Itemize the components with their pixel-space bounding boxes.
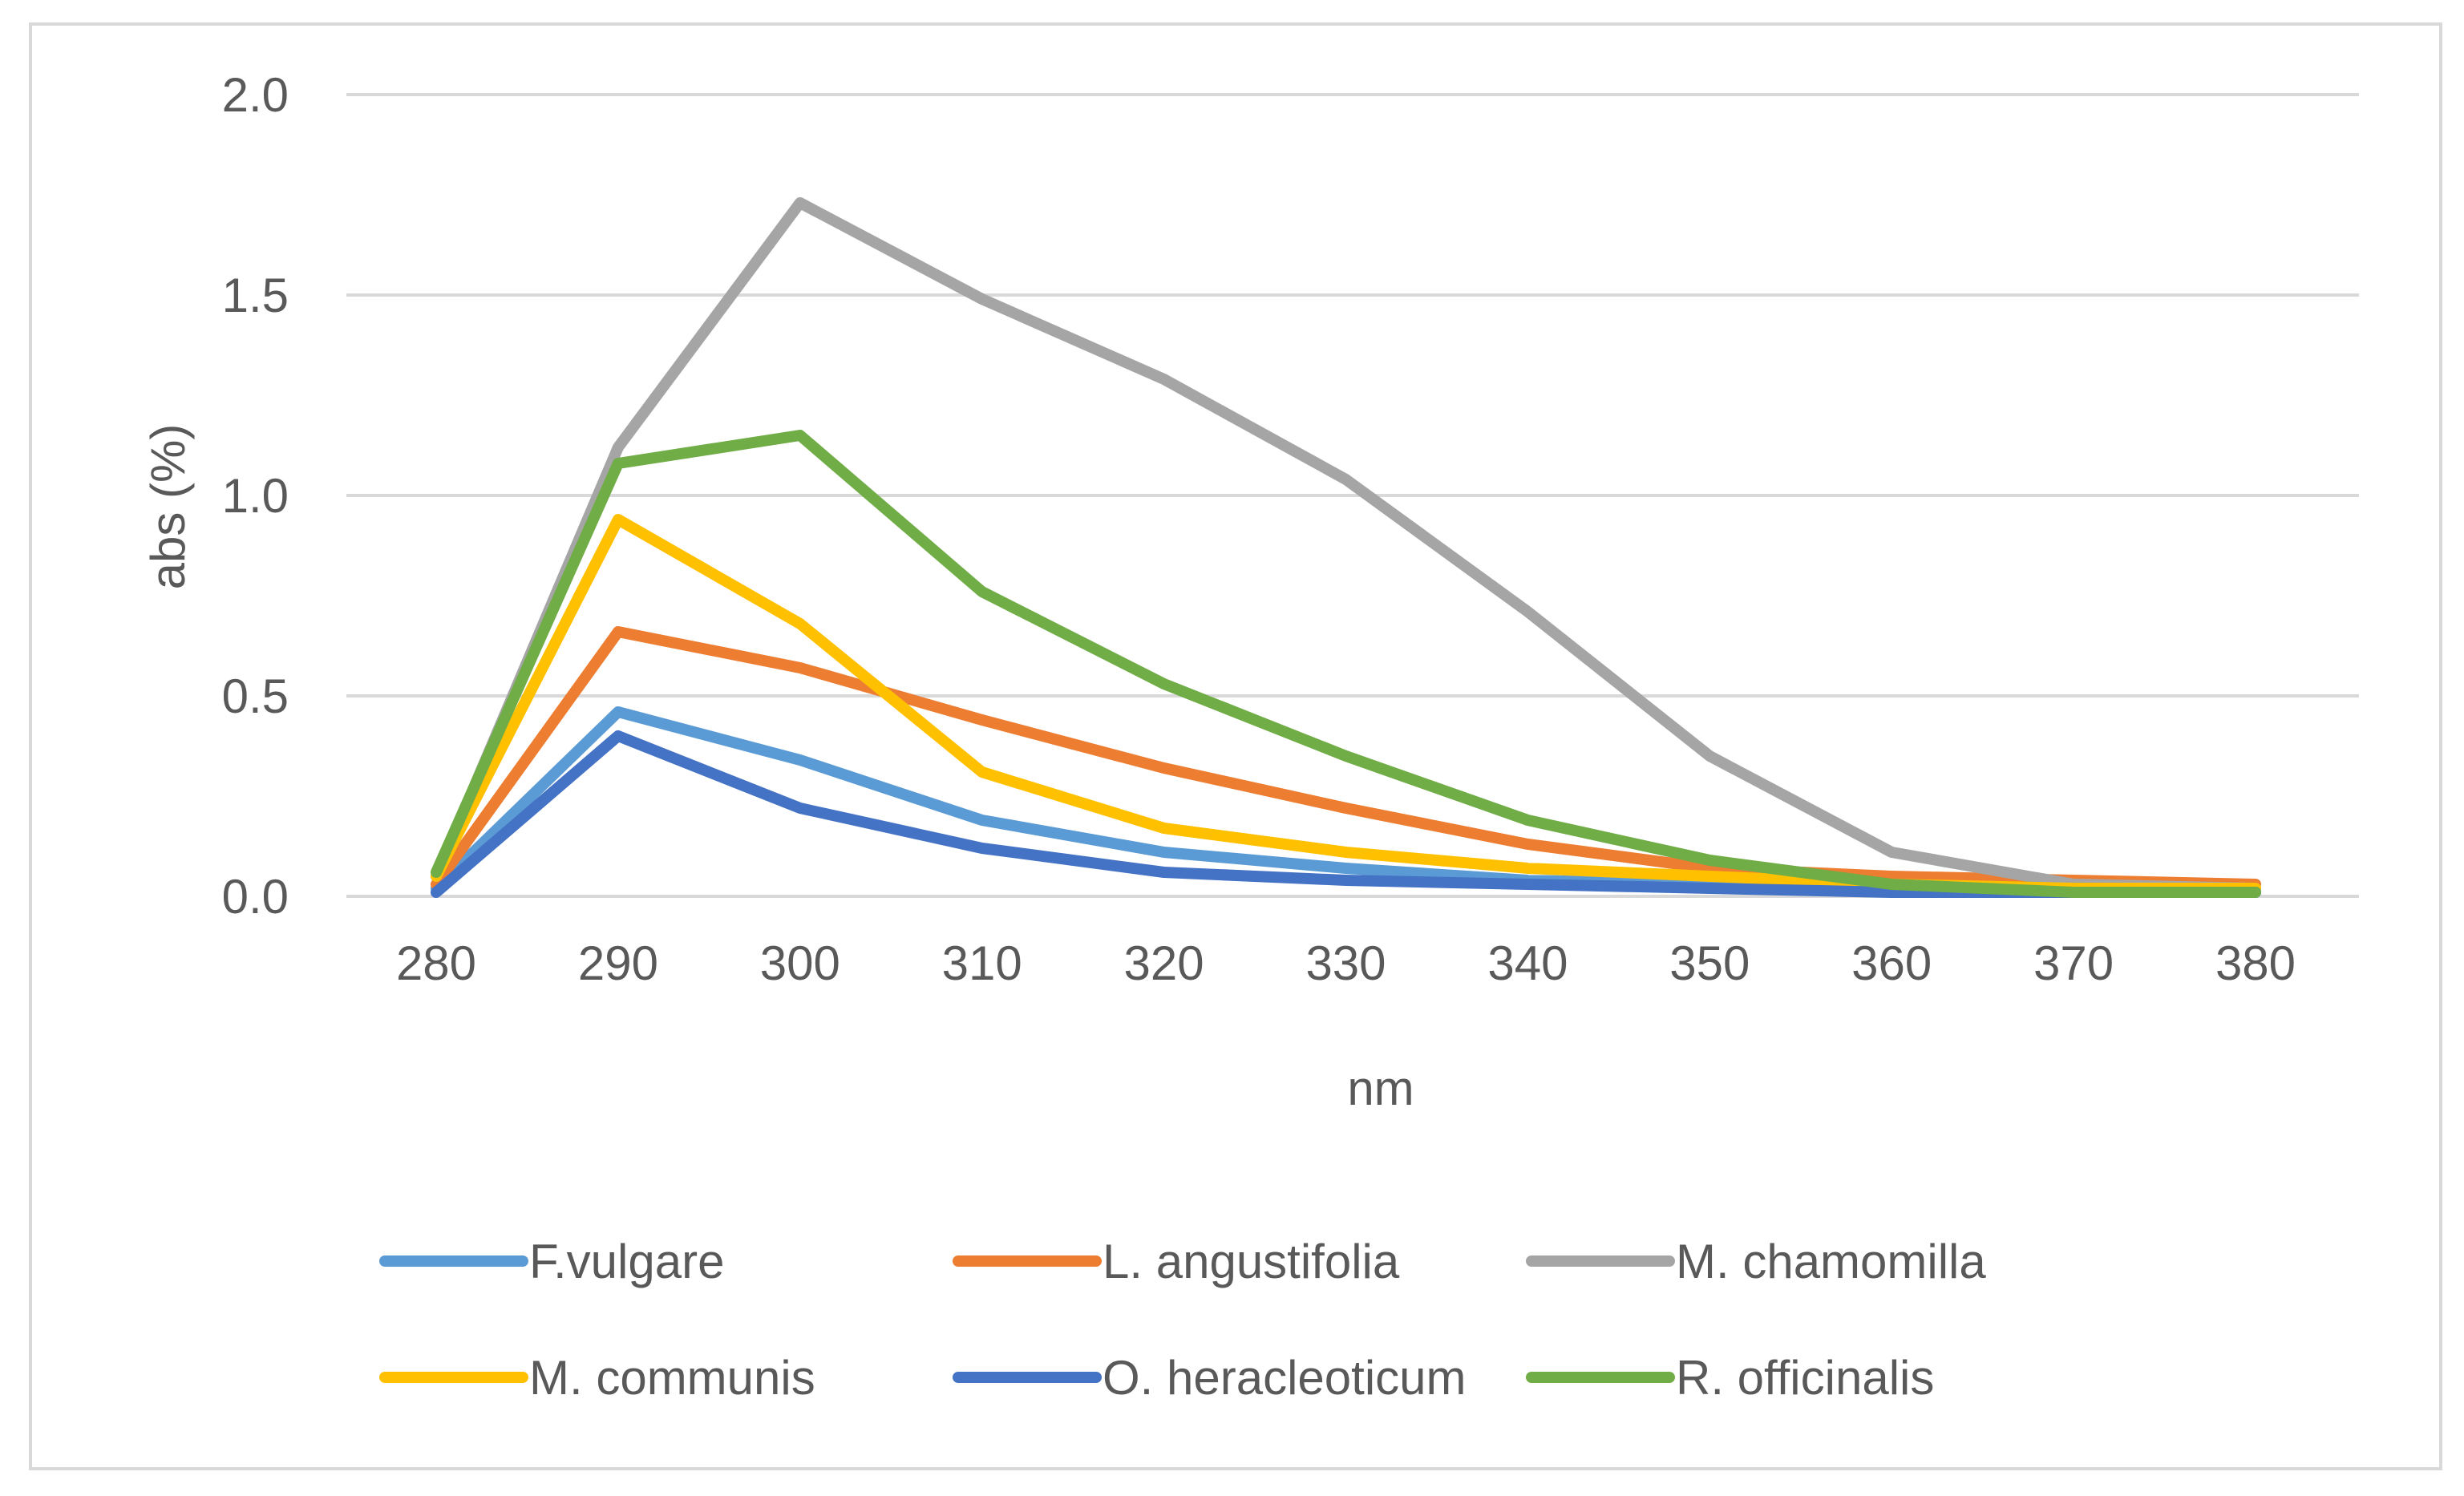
y-axis-ticks: 0.0 0.5 1.0 1.5 2.0 [222,68,289,924]
series-line-r-officinalis [431,430,2261,898]
x-tick-label: 380 [2215,936,2296,990]
legend-item-m-communis: M. communis [379,1351,815,1405]
x-tick-label: 320 [1124,936,1204,990]
x-tick-label: 370 [2033,936,2114,990]
legend-label: R. officinalis [1676,1351,1934,1405]
y-axis-title: abs (%) [141,424,195,590]
series-line-m-chamomilla [431,197,2261,894]
x-tick-label: 350 [1669,936,1750,990]
x-axis-ticks: 280 290 300 310 320 330 340 350 360 370 380 [396,936,2296,990]
legend-item-m-chamomilla: M. chamomilla [1526,1235,1986,1288]
series-line-l-angustifolia [431,626,2261,890]
series-lines [431,197,2261,898]
x-axis-title: nm [1347,1061,1414,1115]
legend-item-r-officinalis: R. officinalis [1526,1351,1934,1405]
legend: F.vulgare L. angustifolia M. chamomilla M. … [379,1235,1986,1405]
y-tick-label: 0.0 [222,870,289,924]
x-tick-label: 360 [1851,936,1932,990]
line-chart: 0.0 0.5 1.0 1.5 2.0 280 290 300 310 320 330 340 350… [141,68,2359,1405]
x-tick-label: 330 [1305,936,1386,990]
legend-item-f-vulgare: F.vulgare [379,1235,724,1288]
x-tick-label: 300 [760,936,840,990]
series-line-m-communis [431,514,2261,894]
x-tick-label: 310 [942,936,1022,990]
legend-label: L. angustifolia [1103,1235,1400,1288]
legend-label: M. communis [529,1351,815,1405]
legend-label: F.vulgare [529,1235,724,1288]
legend-item-l-angustifolia: L. angustifolia [953,1235,1400,1288]
y-tick-label: 1.5 [222,269,289,322]
gridlines [346,93,2359,898]
legend-item-o-heracleoticum: O. heracleoticum [953,1351,1467,1405]
x-tick-label: 290 [578,936,658,990]
legend-label: O. heracleoticum [1103,1351,1467,1405]
y-tick-label: 0.5 [222,669,289,723]
y-tick-label: 1.0 [222,469,289,523]
x-tick-label: 340 [1487,936,1568,990]
x-tick-label: 280 [396,936,476,990]
legend-label: M. chamomilla [1676,1235,1986,1288]
chart-frame: 0.0 0.5 1.0 1.5 2.0 280 290 300 310 320 330 340 350… [29,22,2442,1470]
y-tick-label: 2.0 [222,68,289,122]
